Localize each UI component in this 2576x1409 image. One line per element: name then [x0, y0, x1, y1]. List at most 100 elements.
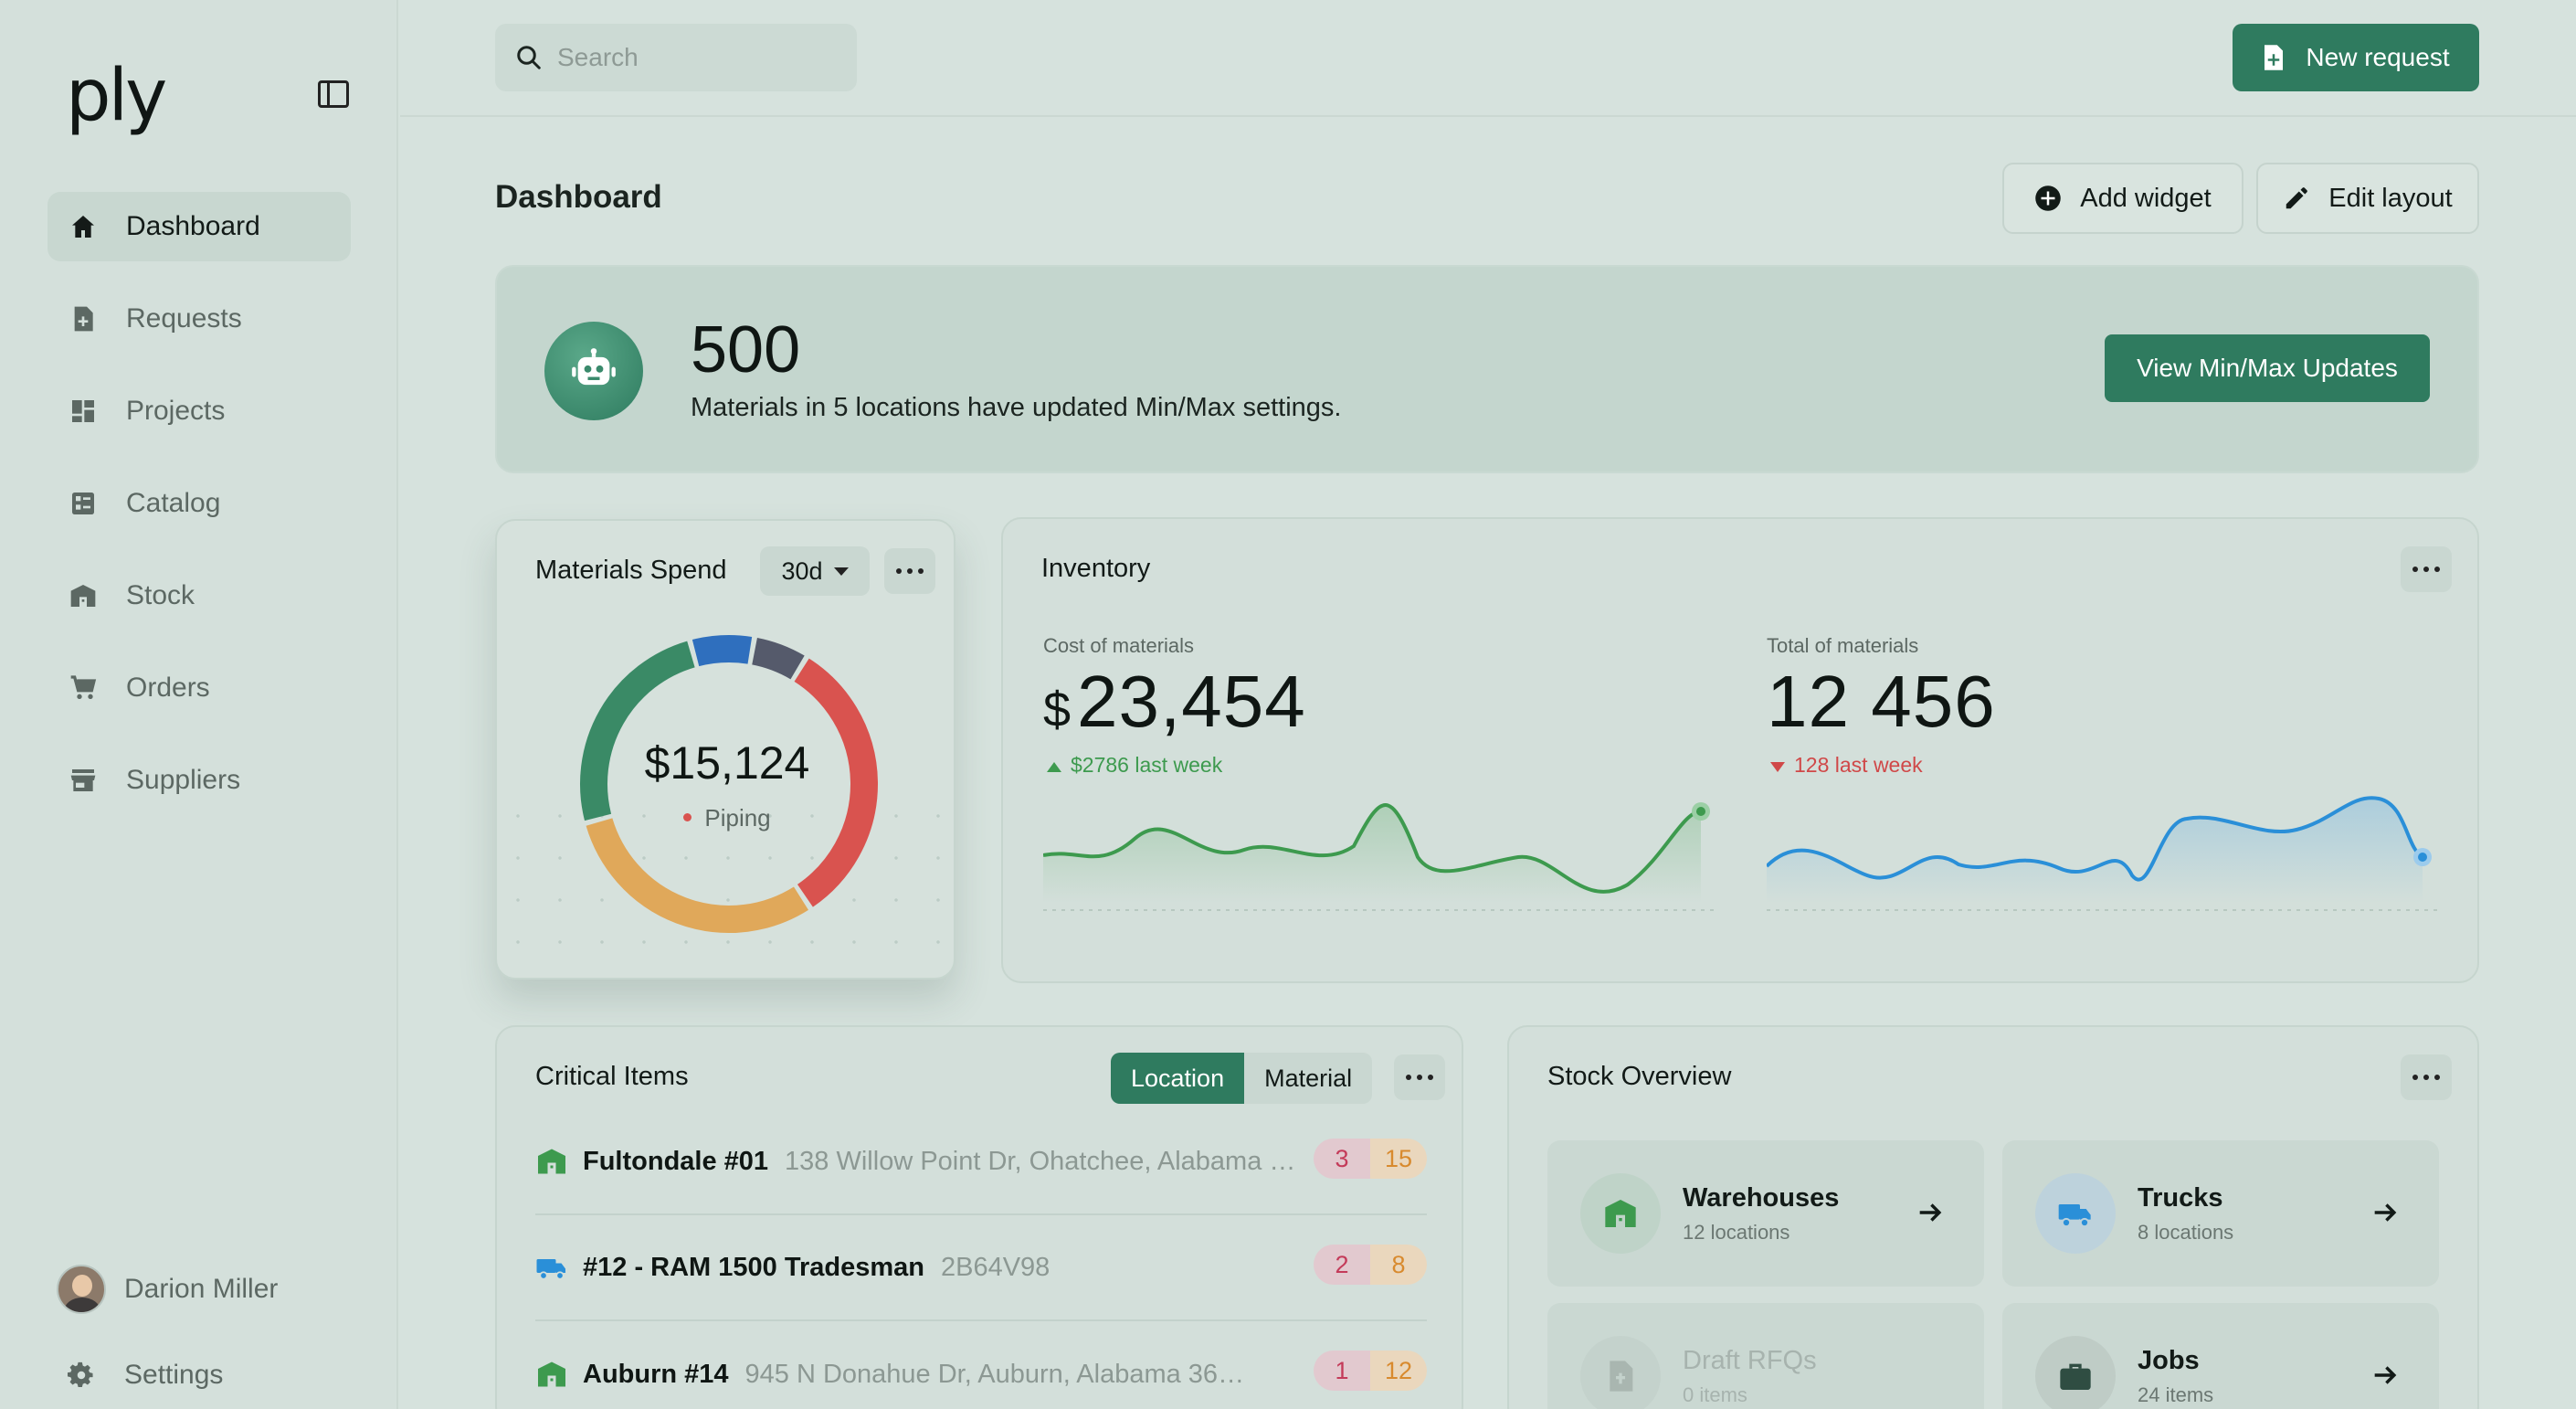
total-sparkline [1767, 796, 2443, 911]
toggle-location[interactable]: Location [1111, 1053, 1245, 1104]
critical-count-badge: 2 [1314, 1245, 1370, 1285]
total-value: 12 456 [1767, 661, 1996, 742]
robot-avatar [544, 322, 643, 420]
sidebar-item-projects[interactable]: Projects [48, 376, 351, 446]
gear-icon [67, 1361, 93, 1388]
sidebar-item-requests[interactable]: Requests [48, 284, 351, 354]
critical-count-badge: 3 [1313, 1139, 1370, 1179]
tile-text: Trucks 8 locations [2138, 1183, 2233, 1245]
sidebar-item-dashboard[interactable]: Dashboard [48, 192, 351, 261]
more-options-button[interactable] [2401, 1054, 2452, 1100]
count-badges: 2 8 [1314, 1245, 1427, 1285]
group-toggle: Location Material [1111, 1053, 1373, 1104]
view-minmax-updates-button[interactable]: View Min/Max Updates [2105, 334, 2430, 402]
home-icon [68, 211, 99, 242]
topbar: New request [400, 0, 2576, 117]
projects-icon [68, 396, 99, 427]
avatar [57, 1265, 106, 1314]
document-icon [1610, 1361, 1633, 1392]
sidebar-item-catalog[interactable]: Catalog [48, 469, 351, 538]
tile-title: Warehouses [1683, 1182, 1840, 1213]
request-icon [68, 303, 99, 334]
tile-text: Draft RFQs 0 items [1683, 1346, 1817, 1407]
search-input[interactable] [557, 43, 850, 72]
stock-overview-card: Stock Overview Warehouses 12 locations T… [1507, 1025, 2479, 1409]
sidebar-item-label: Catalog [126, 488, 221, 518]
tile-text: Jobs 24 items [2138, 1346, 2213, 1407]
app-logo[interactable]: ply [66, 55, 167, 137]
edit-layout-button[interactable]: Edit layout [2256, 163, 2479, 234]
sidebar-item-stock[interactable]: Stock [48, 561, 351, 630]
donut-slice-4[interactable] [692, 635, 753, 667]
card-title: Critical Items [535, 1062, 689, 1091]
plus-circle-icon [2035, 185, 2061, 211]
truck-icon [2058, 1204, 2091, 1228]
item-detail: 945 N Donahue Dr, Auburn, Alabama 36832 [744, 1359, 1257, 1389]
truck-icon [536, 1259, 565, 1280]
stock-tile-warehouses[interactable]: Warehouses 12 locations [1547, 1140, 1984, 1287]
donut-slice-2[interactable] [586, 818, 808, 933]
tile-icon-circle [2035, 1336, 2116, 1409]
period-select[interactable]: 30d [760, 546, 870, 596]
sidebar-item-label: Dashboard [126, 211, 260, 241]
settings-label: Settings [124, 1360, 224, 1390]
total-delta: 128 last week [1770, 753, 1923, 778]
donut-slice-3[interactable] [580, 641, 695, 821]
arrow-right-icon [2374, 1366, 2397, 1384]
new-request-icon [2265, 45, 2284, 70]
toggle-material[interactable]: Material [1264, 1064, 1353, 1092]
cost-delta: $2786 last week [1047, 753, 1222, 778]
warning-count-badge: 8 [1370, 1245, 1427, 1285]
materials-spend-card: Materials Spend 30d $15,124 Piping [495, 519, 955, 980]
minmax-banner: 500 Materials in 5 locations have update… [495, 265, 2479, 473]
sidebar-item-orders[interactable]: Orders [48, 653, 351, 723]
sidebar-nav: Dashboard Requests Projects Catalog Stoc… [48, 192, 351, 838]
more-options-button[interactable] [1394, 1054, 1445, 1100]
sidebar: ply Dashboard Requests Projects Catalog [0, 0, 398, 1409]
add-widget-label: Add widget [2080, 183, 2212, 213]
sidebar-item-label: Projects [126, 396, 226, 426]
tile-subtitle: 12 locations [1683, 1220, 1790, 1244]
tile-icon-circle [2035, 1173, 2116, 1254]
list-item[interactable]: Fultondale #01 138 Willow Point Dr, Ohat… [535, 1109, 1427, 1215]
sidebar-item-label: Suppliers [126, 765, 241, 795]
warehouse-icon [68, 580, 99, 611]
cost-number: 23,454 [1077, 661, 1306, 742]
warehouse-icon [1605, 1200, 1636, 1227]
item-detail: 2B64V98 [940, 1252, 1050, 1282]
new-request-button[interactable]: New request [2233, 24, 2479, 91]
edit-layout-label: Edit layout [2328, 183, 2453, 213]
store-icon [68, 765, 99, 796]
banner-count: 500 [691, 313, 801, 387]
tile-title: Trucks [2138, 1182, 2223, 1213]
search-box[interactable] [495, 24, 857, 91]
donut-slice-5[interactable] [751, 637, 805, 680]
list-item[interactable]: Auburn #14 945 N Donahue Dr, Auburn, Ala… [535, 1321, 1427, 1409]
tile-icon-circle [1580, 1173, 1661, 1254]
donut-center-label: Piping [497, 804, 954, 832]
sidebar-item-label: Orders [126, 673, 210, 703]
arrow-right-icon [1919, 1203, 1942, 1222]
cost-label: Cost of materials [1043, 634, 1195, 657]
stock-tile-trucks[interactable]: Trucks 8 locations [2002, 1140, 2439, 1287]
more-options-button[interactable] [884, 548, 935, 594]
stock-tile-draft-rfqs[interactable]: Draft RFQs 0 items [1547, 1303, 1984, 1409]
list-item[interactable]: #12 - RAM 1500 Tradesman 2B64V98 2 8 [535, 1215, 1427, 1321]
warning-count-badge: 15 [1369, 1139, 1427, 1179]
stock-tile-jobs[interactable]: Jobs 24 items [2002, 1303, 2439, 1409]
sidebar-item-settings[interactable]: Settings [66, 1360, 223, 1391]
add-widget-button[interactable]: Add widget [2002, 163, 2243, 234]
count-badges: 1 12 [1313, 1351, 1427, 1391]
cart-icon [68, 673, 99, 704]
tile-text: Warehouses 12 locations [1683, 1183, 1839, 1245]
tile-subtitle: 8 locations [2138, 1220, 2234, 1244]
count-badges: 3 15 [1313, 1139, 1427, 1179]
donut-slice-1[interactable] [794, 658, 878, 907]
more-options-button[interactable] [2401, 546, 2452, 592]
user-profile[interactable]: Darion Miller [57, 1265, 278, 1314]
sidebar-toggle-icon[interactable] [318, 80, 349, 108]
tile-icon-circle [1580, 1336, 1661, 1409]
sidebar-item-label: Stock [126, 580, 195, 610]
search-icon [517, 46, 541, 69]
sidebar-item-suppliers[interactable]: Suppliers [48, 746, 351, 815]
